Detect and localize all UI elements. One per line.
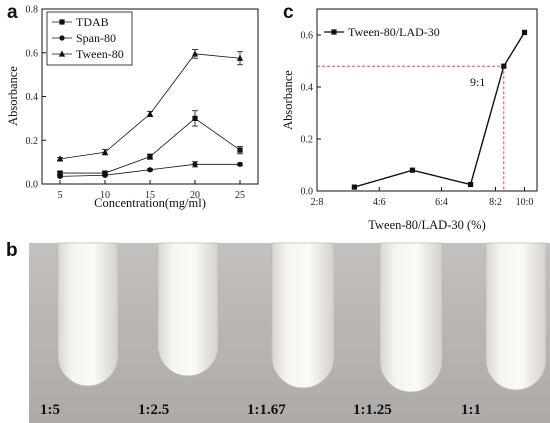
panel-label-b: b [6,240,18,261]
panel-label-c: c [283,2,294,23]
chart-a-ytick-label: 0.4 [26,92,39,103]
chart-a-point [192,161,198,167]
chart-a-xtick-label: 25 [235,190,245,201]
chart-a-axes: 5 10 15 20 25 0.0 0.2 0.4 0.6 0.8 [26,5,246,202]
chart-c-series-line [354,32,526,188]
photo-panel: 1:5 1:2.5 1:1.67 1:1.25 1:1 [29,242,550,423]
legend-label-tween80-lad30: Tween-80/LAD-30 [348,25,440,39]
panel-label-a: a [7,2,18,23]
legend-item-tdab [52,19,72,25]
tube-label-3: 1:1.67 [247,402,286,418]
chart-a: 5 10 15 20 25 0.0 0.2 0.4 0.6 0.8 Concentration(m… [6,5,259,210]
legend-label-tdab: TDAB [76,15,109,29]
chart-c-legend: Tween-80/LAD-30 [324,25,440,39]
chart-c-ytick-label: 0.2 [301,135,314,146]
legend-item-span80 [52,35,72,41]
legend-item-tween80-lad30 [324,29,344,35]
chart-a-point [147,167,153,173]
test-tube [379,242,443,393]
test-tube [157,242,219,377]
chart-c-marks [317,29,528,191]
chart-a-point [56,155,64,162]
test-tube [57,242,119,387]
chart-c-xtick-label: 6:4 [435,197,448,208]
chart-a-point [192,115,198,121]
chart-c-ytick-label: 0.0 [301,187,314,198]
chart-a-xlabel: Concentration(mg/ml) [94,196,206,210]
chart-a-marks [56,49,244,179]
chart-c-xlabel: Tween-80/LAD-30 (%) [368,218,486,232]
chart-c-point [351,184,357,190]
tube-row [57,242,547,393]
chart-c: 2:8 4:6 6:4 8:2 10:0 0.0 0.2 0.4 0.6 Tween-80/LA… [281,8,538,232]
chart-c-xtick-label: 4:6 [373,197,386,208]
chart-a-xtick-label: 20 [190,190,200,201]
tube-label-1: 1:5 [40,402,60,418]
legend-marker [59,19,65,25]
chart-a-xtick-label: 5 [58,190,63,201]
chart-c-ylabel: Absorbance [281,70,295,130]
legend-marker [59,35,65,41]
chart-a-ytick-label: 0.8 [26,5,39,16]
tube-label-2: 1:2.5 [138,402,169,418]
chart-a-point [146,110,154,117]
chart-a-ytick-label: 0.6 [26,48,39,59]
chart-c-ytick-label: 0.6 [301,31,314,42]
tube-label-5: 1:1 [461,402,481,418]
chart-a-xtick-label: 15 [145,190,155,201]
chart-a-point [237,161,243,167]
chart-c-point [521,29,528,35]
chart-c-point [501,63,507,69]
chart-a-xtick-label: 10 [100,190,110,201]
chart-a-point [57,173,63,179]
chart-c-xtick-label: 8:2 [489,197,502,208]
chart-a-point [237,147,243,153]
chart-a-legend: TDAB Span-80 Tween-80 [46,11,133,66]
test-tube [485,242,547,391]
chart-a-point [191,50,199,57]
chart-a-point [101,148,109,155]
chart-a-point [102,172,108,178]
tube-label-4: 1:1.25 [353,402,392,418]
annotation-label: 9:1 [470,75,485,89]
legend-label-tween80: Tween-80 [76,47,124,61]
chart-c-point [467,181,474,188]
chart-c-ytick-label: 0.4 [301,83,314,94]
chart-a-ylabel: Absorbance [6,66,20,126]
chart-c-point [409,167,416,173]
chart-a-series-line [59,53,241,160]
chart-a-ytick-label: 0.0 [26,180,39,191]
chart-c-xtick-label: 10:0 [516,197,534,208]
legend-label-span80: Span-80 [76,31,116,45]
chart-a-point [236,54,244,61]
chart-a-ytick-label: 0.2 [26,136,39,147]
legend-item-tween80 [52,50,72,57]
chart-c-xtick-label: 2:8 [311,197,324,208]
chart-a-series-line [60,117,241,174]
legend-marker [58,50,66,57]
chart-a-point [57,170,63,176]
legend-marker [331,29,337,35]
test-tube [271,242,335,389]
chart-c-axes: 2:8 4:6 6:4 8:2 10:0 0.0 0.2 0.4 0.6 [301,31,534,209]
chart-c-frame [316,8,538,192]
chart-a-point [147,154,153,160]
